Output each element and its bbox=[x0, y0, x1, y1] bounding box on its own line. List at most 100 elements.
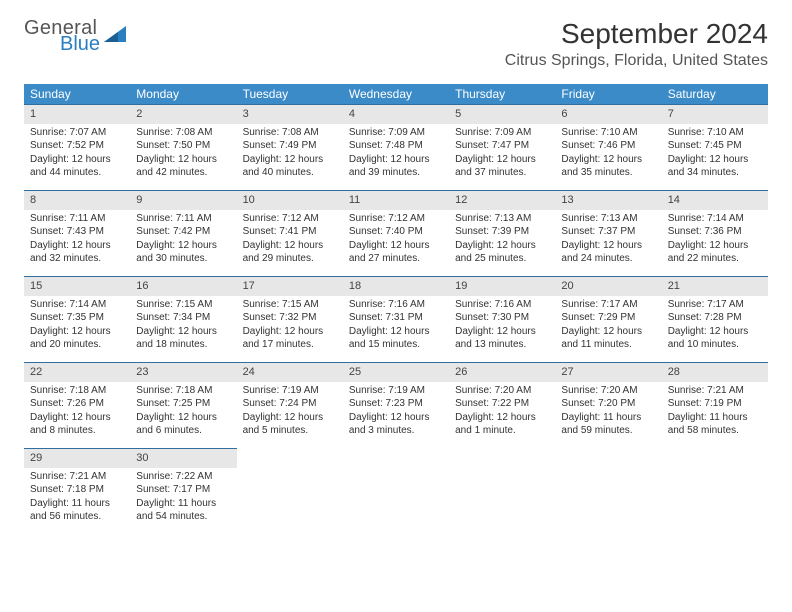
sunrise-line: Sunrise: 7:14 AM bbox=[668, 212, 762, 226]
day-number: 18 bbox=[343, 276, 449, 296]
calendar-cell: 23Sunrise: 7:18 AMSunset: 7:25 PMDayligh… bbox=[130, 362, 236, 448]
sunrise-line: Sunrise: 7:21 AM bbox=[30, 470, 124, 484]
day-number: 19 bbox=[449, 276, 555, 296]
calendar-cell-empty bbox=[237, 448, 343, 534]
day-number: 30 bbox=[130, 448, 236, 468]
sunrise-line: Sunrise: 7:18 AM bbox=[136, 384, 230, 398]
sunrise-line: Sunrise: 7:07 AM bbox=[30, 126, 124, 140]
day-details: Sunrise: 7:20 AMSunset: 7:22 PMDaylight:… bbox=[449, 382, 555, 442]
calendar-cell: 5Sunrise: 7:09 AMSunset: 7:47 PMDaylight… bbox=[449, 104, 555, 190]
calendar-cell: 9Sunrise: 7:11 AMSunset: 7:42 PMDaylight… bbox=[130, 190, 236, 276]
daylight-line: Daylight: 12 hours and 30 minutes. bbox=[136, 239, 230, 266]
header: General Blue September 2024 Citrus Sprin… bbox=[24, 18, 768, 70]
calendar-week-row: 8Sunrise: 7:11 AMSunset: 7:43 PMDaylight… bbox=[24, 190, 768, 276]
calendar-cell: 22Sunrise: 7:18 AMSunset: 7:26 PMDayligh… bbox=[24, 362, 130, 448]
sunrise-line: Sunrise: 7:16 AM bbox=[349, 298, 443, 312]
sunrise-line: Sunrise: 7:15 AM bbox=[243, 298, 337, 312]
daylight-line: Daylight: 12 hours and 35 minutes. bbox=[561, 153, 655, 180]
day-details: Sunrise: 7:16 AMSunset: 7:30 PMDaylight:… bbox=[449, 296, 555, 356]
sunset-line: Sunset: 7:34 PM bbox=[136, 311, 230, 325]
day-number: 15 bbox=[24, 276, 130, 296]
calendar-cell: 12Sunrise: 7:13 AMSunset: 7:39 PMDayligh… bbox=[449, 190, 555, 276]
sunset-line: Sunset: 7:40 PM bbox=[349, 225, 443, 239]
day-details: Sunrise: 7:09 AMSunset: 7:48 PMDaylight:… bbox=[343, 124, 449, 184]
sunrise-line: Sunrise: 7:08 AM bbox=[136, 126, 230, 140]
day-number: 20 bbox=[555, 276, 661, 296]
daylight-line: Daylight: 12 hours and 8 minutes. bbox=[30, 411, 124, 438]
sunset-line: Sunset: 7:18 PM bbox=[30, 483, 124, 497]
day-details: Sunrise: 7:14 AMSunset: 7:36 PMDaylight:… bbox=[662, 210, 768, 270]
sunrise-line: Sunrise: 7:09 AM bbox=[349, 126, 443, 140]
daylight-line: Daylight: 12 hours and 37 minutes. bbox=[455, 153, 549, 180]
daylight-line: Daylight: 12 hours and 22 minutes. bbox=[668, 239, 762, 266]
calendar-cell: 27Sunrise: 7:20 AMSunset: 7:20 PMDayligh… bbox=[555, 362, 661, 448]
calendar-cell: 3Sunrise: 7:08 AMSunset: 7:49 PMDaylight… bbox=[237, 104, 343, 190]
day-number: 5 bbox=[449, 104, 555, 124]
day-details: Sunrise: 7:07 AMSunset: 7:52 PMDaylight:… bbox=[24, 124, 130, 184]
sunset-line: Sunset: 7:24 PM bbox=[243, 397, 337, 411]
day-details: Sunrise: 7:20 AMSunset: 7:20 PMDaylight:… bbox=[555, 382, 661, 442]
sunrise-line: Sunrise: 7:19 AM bbox=[243, 384, 337, 398]
calendar-cell: 21Sunrise: 7:17 AMSunset: 7:28 PMDayligh… bbox=[662, 276, 768, 362]
daylight-line: Daylight: 12 hours and 6 minutes. bbox=[136, 411, 230, 438]
sunset-line: Sunset: 7:19 PM bbox=[668, 397, 762, 411]
day-details: Sunrise: 7:15 AMSunset: 7:34 PMDaylight:… bbox=[130, 296, 236, 356]
sunrise-line: Sunrise: 7:22 AM bbox=[136, 470, 230, 484]
day-details: Sunrise: 7:12 AMSunset: 7:40 PMDaylight:… bbox=[343, 210, 449, 270]
day-details: Sunrise: 7:14 AMSunset: 7:35 PMDaylight:… bbox=[24, 296, 130, 356]
sunset-line: Sunset: 7:25 PM bbox=[136, 397, 230, 411]
logo: General Blue bbox=[24, 18, 126, 54]
day-number: 12 bbox=[449, 190, 555, 210]
calendar-cell: 6Sunrise: 7:10 AMSunset: 7:46 PMDaylight… bbox=[555, 104, 661, 190]
day-details: Sunrise: 7:11 AMSunset: 7:42 PMDaylight:… bbox=[130, 210, 236, 270]
weekday-header: Saturday bbox=[662, 84, 768, 104]
weekday-header: Monday bbox=[130, 84, 236, 104]
calendar-cell-empty bbox=[449, 448, 555, 534]
sunrise-line: Sunrise: 7:09 AM bbox=[455, 126, 549, 140]
day-details: Sunrise: 7:08 AMSunset: 7:50 PMDaylight:… bbox=[130, 124, 236, 184]
day-number: 16 bbox=[130, 276, 236, 296]
day-number: 1 bbox=[24, 104, 130, 124]
title-block: September 2024 Citrus Springs, Florida, … bbox=[505, 18, 768, 70]
sunrise-line: Sunrise: 7:17 AM bbox=[668, 298, 762, 312]
day-number: 25 bbox=[343, 362, 449, 382]
day-details: Sunrise: 7:08 AMSunset: 7:49 PMDaylight:… bbox=[237, 124, 343, 184]
day-details: Sunrise: 7:11 AMSunset: 7:43 PMDaylight:… bbox=[24, 210, 130, 270]
sunset-line: Sunset: 7:35 PM bbox=[30, 311, 124, 325]
day-number: 10 bbox=[237, 190, 343, 210]
daylight-line: Daylight: 12 hours and 29 minutes. bbox=[243, 239, 337, 266]
daylight-line: Daylight: 12 hours and 44 minutes. bbox=[30, 153, 124, 180]
calendar-cell: 2Sunrise: 7:08 AMSunset: 7:50 PMDaylight… bbox=[130, 104, 236, 190]
daylight-line: Daylight: 12 hours and 20 minutes. bbox=[30, 325, 124, 352]
calendar-week-row: 1Sunrise: 7:07 AMSunset: 7:52 PMDaylight… bbox=[24, 104, 768, 190]
sunset-line: Sunset: 7:50 PM bbox=[136, 139, 230, 153]
daylight-line: Daylight: 12 hours and 27 minutes. bbox=[349, 239, 443, 266]
day-number: 7 bbox=[662, 104, 768, 124]
sunset-line: Sunset: 7:36 PM bbox=[668, 225, 762, 239]
sunrise-line: Sunrise: 7:20 AM bbox=[561, 384, 655, 398]
calendar-cell: 18Sunrise: 7:16 AMSunset: 7:31 PMDayligh… bbox=[343, 276, 449, 362]
calendar-cell: 14Sunrise: 7:14 AMSunset: 7:36 PMDayligh… bbox=[662, 190, 768, 276]
sunset-line: Sunset: 7:20 PM bbox=[561, 397, 655, 411]
day-details: Sunrise: 7:21 AMSunset: 7:19 PMDaylight:… bbox=[662, 382, 768, 442]
calendar-cell: 16Sunrise: 7:15 AMSunset: 7:34 PMDayligh… bbox=[130, 276, 236, 362]
daylight-line: Daylight: 12 hours and 5 minutes. bbox=[243, 411, 337, 438]
day-details: Sunrise: 7:19 AMSunset: 7:24 PMDaylight:… bbox=[237, 382, 343, 442]
day-number: 27 bbox=[555, 362, 661, 382]
daylight-line: Daylight: 12 hours and 40 minutes. bbox=[243, 153, 337, 180]
calendar-cell: 17Sunrise: 7:15 AMSunset: 7:32 PMDayligh… bbox=[237, 276, 343, 362]
daylight-line: Daylight: 12 hours and 34 minutes. bbox=[668, 153, 762, 180]
calendar-week-row: 29Sunrise: 7:21 AMSunset: 7:18 PMDayligh… bbox=[24, 448, 768, 534]
calendar-table: SundayMondayTuesdayWednesdayThursdayFrid… bbox=[24, 84, 768, 534]
calendar-header-row: SundayMondayTuesdayWednesdayThursdayFrid… bbox=[24, 84, 768, 104]
sunrise-line: Sunrise: 7:10 AM bbox=[668, 126, 762, 140]
sunset-line: Sunset: 7:29 PM bbox=[561, 311, 655, 325]
sunrise-line: Sunrise: 7:19 AM bbox=[349, 384, 443, 398]
calendar-cell: 24Sunrise: 7:19 AMSunset: 7:24 PMDayligh… bbox=[237, 362, 343, 448]
daylight-line: Daylight: 12 hours and 13 minutes. bbox=[455, 325, 549, 352]
sunrise-line: Sunrise: 7:13 AM bbox=[455, 212, 549, 226]
calendar-cell-empty bbox=[343, 448, 449, 534]
day-details: Sunrise: 7:21 AMSunset: 7:18 PMDaylight:… bbox=[24, 468, 130, 528]
day-details: Sunrise: 7:22 AMSunset: 7:17 PMDaylight:… bbox=[130, 468, 236, 528]
day-number: 29 bbox=[24, 448, 130, 468]
